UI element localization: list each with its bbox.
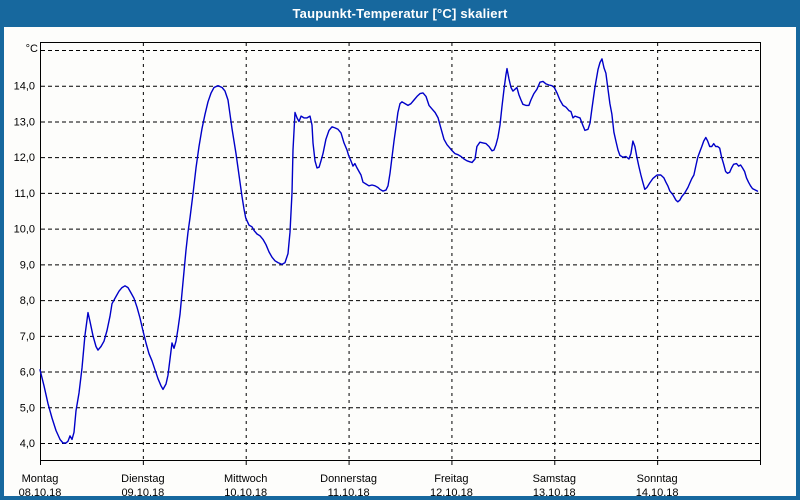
- y-tick-label: 14,0: [14, 81, 35, 93]
- dewpoint-series-line: [39, 58, 759, 444]
- day-date-label: 08.10.18: [19, 487, 62, 499]
- y-tick-label: 4,0: [20, 438, 35, 450]
- window-titlebar: Taupunkt-Temperatur [°C] skaliert: [0, 0, 800, 27]
- y-tick-label: 10,0: [14, 224, 35, 236]
- y-tick-label: 5,0: [20, 402, 35, 414]
- y-tick-label: 11,0: [14, 188, 35, 200]
- day-label: Sonntag: [637, 473, 678, 485]
- day-label: Dienstag: [121, 473, 164, 485]
- y-tick-label: 9,0: [20, 259, 35, 271]
- y-tick-label: 8,0: [20, 295, 35, 307]
- day-date-label: 14.10.18: [636, 487, 679, 499]
- day-label: Donnerstag: [320, 473, 377, 485]
- day-label: Mittwoch: [224, 473, 267, 485]
- y-axis-unit-label: °C: [26, 43, 38, 55]
- day-date-label: 10.10.18: [224, 487, 267, 499]
- day-label: Samstag: [533, 473, 576, 485]
- y-tick-label: 13,0: [14, 116, 35, 128]
- y-tick-label: 12,0: [14, 152, 35, 164]
- plot-border: [40, 42, 761, 461]
- day-date-label: 12.10.18: [430, 487, 473, 499]
- day-date-label: 13.10.18: [533, 487, 576, 499]
- window-title: Taupunkt-Temperatur [°C] skaliert: [292, 6, 508, 21]
- y-tick-label: 7,0: [20, 331, 35, 343]
- day-label: Montag: [22, 473, 59, 485]
- y-tick-label: 6,0: [20, 367, 35, 379]
- day-date-label: 11.10.18: [328, 487, 370, 499]
- day-date-label: 09.10.18: [121, 487, 164, 499]
- day-label: Freitag: [434, 473, 468, 485]
